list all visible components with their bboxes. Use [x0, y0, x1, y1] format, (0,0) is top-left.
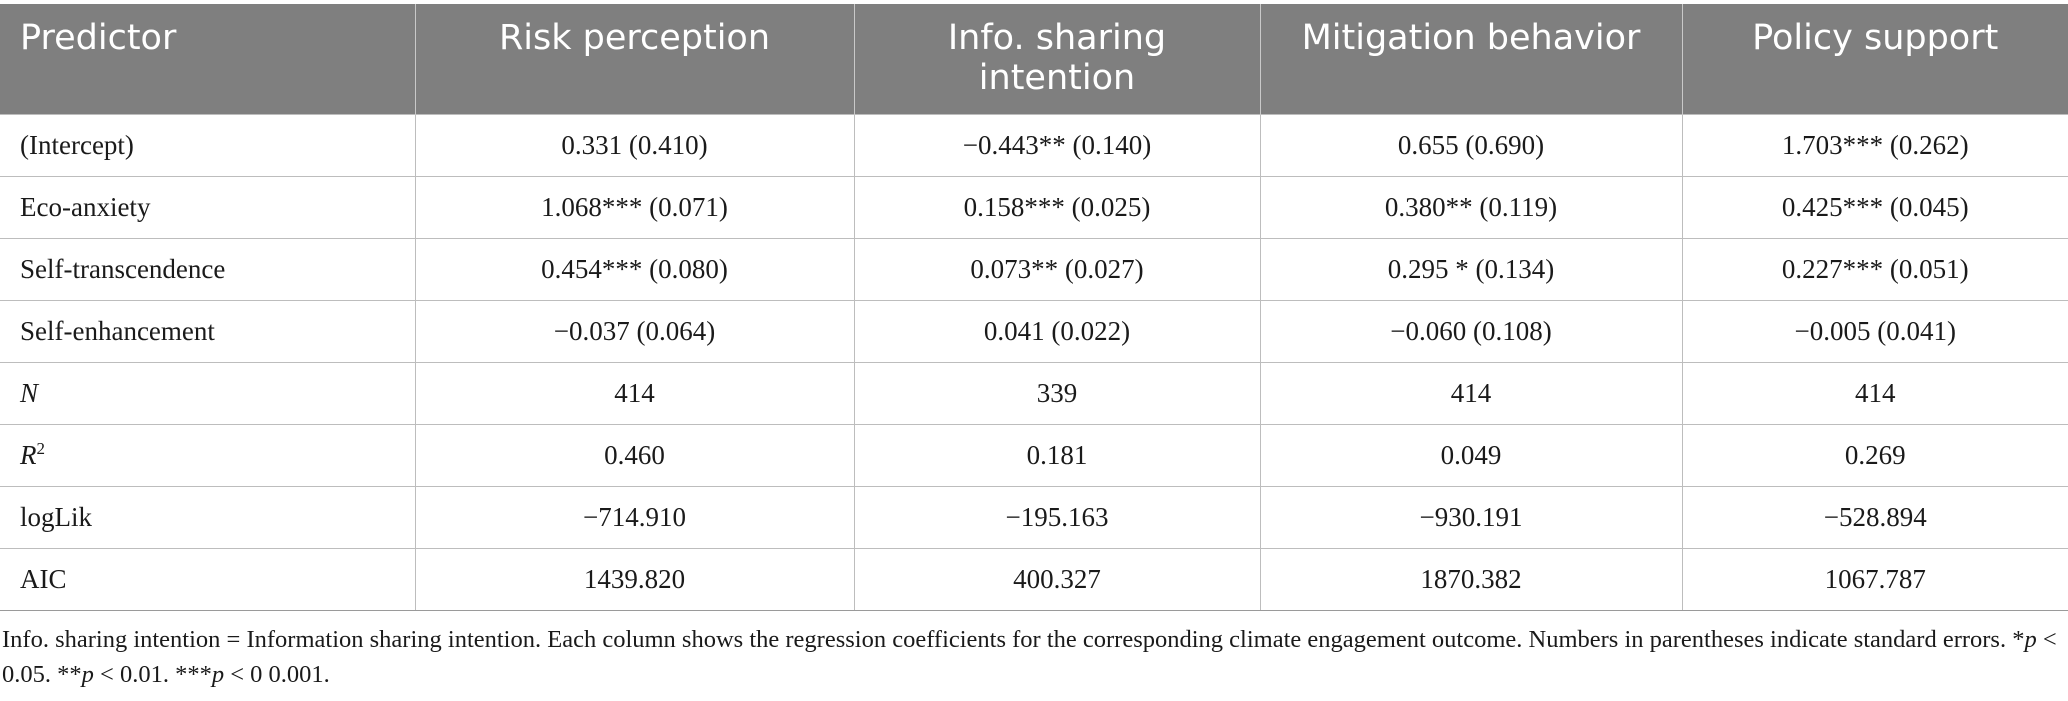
table-cell: 0.460: [415, 423, 855, 486]
table-row: Self-enhancement −0.037 (0.064) 0.041 (0…: [0, 299, 2068, 362]
row-label: R2: [0, 423, 416, 486]
table-cell: 1.068*** (0.071): [415, 175, 855, 238]
row-label: logLik: [0, 485, 416, 548]
table-cell: −0.005 (0.041): [1682, 299, 2068, 362]
table-cell: 414: [415, 361, 855, 424]
table-cell: 1439.820: [415, 547, 855, 611]
r-squared-symbol: R: [20, 440, 37, 470]
table-cell: 0.380** (0.119): [1260, 175, 1683, 238]
table-row: Eco-anxiety 1.068*** (0.071) 0.158*** (0…: [0, 175, 2068, 238]
table-cell: 414: [1260, 361, 1683, 424]
row-label: Eco-anxiety: [0, 175, 416, 238]
table-cell: 0.073** (0.027): [854, 237, 1261, 300]
table-cell: −0.037 (0.064): [415, 299, 855, 362]
table-cell: −0.443** (0.140): [854, 113, 1261, 176]
table-cell: 414: [1682, 361, 2068, 424]
table-cell: −528.894: [1682, 485, 2068, 548]
table-footnote: Info. sharing intention = Information sh…: [2, 622, 2062, 692]
table-cell: 0.269: [1682, 423, 2068, 486]
table-cell: 0.331 (0.410): [415, 113, 855, 176]
table-cell: 0.049: [1260, 423, 1683, 486]
table-cell: 0.041 (0.022): [854, 299, 1261, 362]
footnote-text: < 0.05. **: [2, 626, 2057, 688]
row-label: Self-enhancement: [0, 299, 416, 362]
table-row: (Intercept) 0.331 (0.410) −0.443** (0.14…: [0, 113, 2068, 176]
table-cell: −930.191: [1260, 485, 1683, 548]
regression-table: Predictor Risk perception Info. sharing …: [0, 4, 2068, 611]
table-row: AIC 1439.820 400.327 1870.382 1067.787: [0, 547, 2068, 611]
table-cell: 0.655 (0.690): [1260, 113, 1683, 176]
table-cell: 0.227*** (0.051): [1682, 237, 2068, 300]
table-cell: 0.454*** (0.080): [415, 237, 855, 300]
table-row: logLik −714.910 −195.163 −930.191 −528.8…: [0, 485, 2068, 548]
footnote-p-symbol: p: [81, 661, 94, 688]
table-cell: 1.703*** (0.262): [1682, 113, 2068, 176]
column-header: Risk perception: [415, 4, 855, 114]
footnote-p-symbol: p: [2024, 626, 2037, 653]
table-row: R2 0.460 0.181 0.049 0.269: [0, 423, 2068, 486]
row-label: (Intercept): [0, 113, 416, 176]
column-header: Mitigation behavior: [1260, 4, 1683, 114]
table-cell: −195.163: [854, 485, 1261, 548]
footnote-text: < 0 0.001.: [224, 661, 330, 688]
column-header: Info. sharing intention: [854, 4, 1261, 114]
table-cell: 0.181: [854, 423, 1261, 486]
table-cell: 1067.787: [1682, 547, 2068, 611]
row-label: AIC: [0, 547, 416, 611]
table-cell: 0.295 * (0.134): [1260, 237, 1683, 300]
r-squared-superscript: 2: [36, 439, 46, 458]
table-cell: 339: [854, 361, 1261, 424]
footnote-text: < 0.01. ***: [93, 661, 212, 688]
table-header-row: Predictor Risk perception Info. sharing …: [0, 4, 2068, 114]
table-row: N 414 339 414 414: [0, 361, 2068, 424]
footnote-p-symbol: p: [211, 661, 225, 688]
footnote-text: Info. sharing intention = Information sh…: [2, 626, 2025, 653]
column-header: Predictor: [0, 4, 416, 114]
row-label: Self-transcendence: [0, 237, 416, 300]
table-row: Self-transcendence 0.454*** (0.080) 0.07…: [0, 237, 2068, 300]
table-cell: −0.060 (0.108): [1260, 299, 1683, 362]
table-cell: 0.158*** (0.025): [854, 175, 1261, 238]
row-label: N: [0, 361, 416, 424]
column-header: Policy support: [1682, 4, 2068, 114]
table-cell: 0.425*** (0.045): [1682, 175, 2068, 238]
table-cell: −714.910: [415, 485, 855, 548]
table-cell: 1870.382: [1260, 547, 1683, 611]
table-cell: 400.327: [854, 547, 1261, 611]
regression-table-container: Predictor Risk perception Info. sharing …: [0, 4, 2068, 611]
